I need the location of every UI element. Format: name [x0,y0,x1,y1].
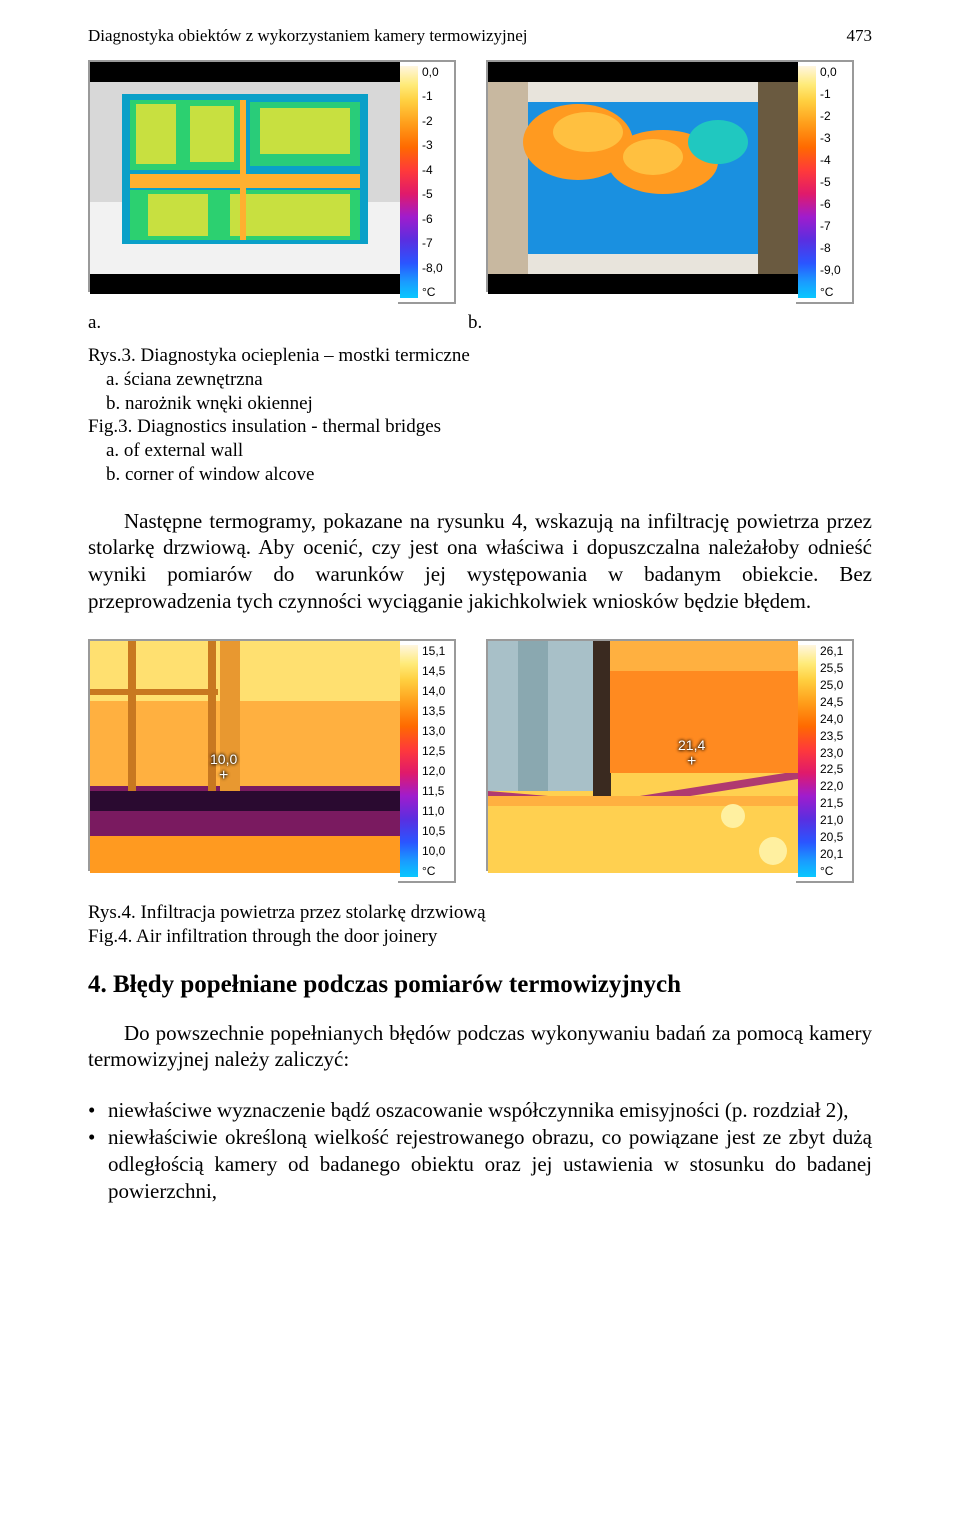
caption-fig3-b: b. corner of window alcove [88,463,872,487]
colorbar-ticks-fig4a: 15,1 14,5 14,0 13,5 13,0 12,5 12,0 11,5 11,0 10,5… [418,645,452,877]
colorbar-fig3b [798,66,816,298]
thermogram-fig3a [90,62,400,294]
fig3-panel-a: 0,0 -1 -2 -3 -4 -5 -6 -7 -8,0 °C [88,60,456,304]
colorbar-tick: 0,0 [820,66,850,78]
colorbar-tick: -5 [422,188,452,200]
caption-rys4: Rys.4. Infiltracja powietrza przez stola… [88,901,872,925]
colorbar-fig4a [400,645,418,877]
colorbar-tick: 10,5 [422,825,452,837]
colorbar-tick: 12,5 [422,745,452,757]
running-title: Diagnostyka obiektów z wykorzystaniem ka… [88,26,528,46]
colorbar-tick: 15,1 [422,645,452,657]
colorbar-ticks-fig3b: 0,0 -1 -2 -3 -4 -5 -6 -7 -8 -9,0 °C [816,66,850,298]
colorbar-tick: 22,0 [820,780,850,792]
colorbar-tick: -1 [820,88,850,100]
colorbar-unit: °C [422,286,452,298]
paragraph-1: Następne termogramy, pokazane na rysunku… [88,508,872,616]
colorbar-tick: -7 [820,220,850,232]
figure-4-row: 10,0+ 15,1 14,5 14,0 13,5 13,0 12,5 12,0 11,5 11… [88,639,872,883]
caption-rys3: Rys.3. Diagnostyka ocieplenia – mostki t… [88,344,872,368]
fig4-panel-b: 21,4+ 26,1 25,5 25,0 24,5 24,0 23,5 23,0 22,5 22… [486,639,854,883]
colorbar-tick: 24,5 [820,696,850,708]
caption-fig3-a: a. of external wall [88,439,872,463]
colorbar-tick: -1 [422,90,452,102]
colorbar-unit: °C [422,865,452,877]
colorbar-tick: 20,5 [820,831,850,843]
thermogram-fig4b [488,641,798,873]
colorbar-unit: °C [820,286,850,298]
colorbar-tick: 23,5 [820,730,850,742]
spot-reading-fig4b: 21,4+ [678,737,705,769]
colorbar-tick: 10,0 [422,845,452,857]
error-bullet-list: niewłaściwe wyznaczenie bądź oszacowanie… [88,1097,872,1205]
colorbar-tick: 11,5 [422,785,452,797]
colorbar-tick: -9,0 [820,264,850,276]
colorbar-tick: 22,5 [820,763,850,775]
colorbar-tick: 25,0 [820,679,850,691]
caption-fig4-en: Fig.4. Air infiltration through the door… [88,925,872,949]
colorbar-tick: -8,0 [422,262,452,274]
colorbar-tick: -6 [422,213,452,225]
colorbar-unit: °C [820,865,850,877]
colorbar-tick: 14,5 [422,665,452,677]
colorbar-tick: 21,5 [820,797,850,809]
colorbar-tick: -4 [820,154,850,166]
section-heading-4: 4. Błędy popełniane podczas pomiarów ter… [88,971,872,999]
thermogram-fig3b [488,62,798,294]
error-bullet-item: niewłaściwie określoną wielkość rejestro… [108,1124,872,1205]
colorbar-tick: 23,0 [820,747,850,759]
caption-fig4: Rys.4. Infiltracja powietrza przez stola… [88,901,872,949]
colorbar-tick: 13,5 [422,705,452,717]
colorbar-tick: 25,5 [820,662,850,674]
fig3-label-b: b. [468,312,482,334]
colorbar-fig3a [400,66,418,298]
colorbar-tick: 13,0 [422,725,452,737]
colorbar-tick: 12,0 [422,765,452,777]
colorbar-tick: 21,0 [820,814,850,826]
colorbar-tick: 11,0 [422,805,452,817]
colorbar-tick: -4 [422,164,452,176]
colorbar-tick: 14,0 [422,685,452,697]
colorbar-ticks-fig3a: 0,0 -1 -2 -3 -4 -5 -6 -7 -8,0 °C [418,66,452,298]
colorbar-tick: 0,0 [422,66,452,78]
caption-fig3: Rys.3. Diagnostyka ocieplenia – mostki t… [88,344,872,487]
fig4-panel-a: 10,0+ 15,1 14,5 14,0 13,5 13,0 12,5 12,0 11,5 11… [88,639,456,883]
colorbar-tick: -6 [820,198,850,210]
caption-fig3-en: Fig.3. Diagnostics insulation - thermal … [88,415,872,439]
caption-rys3-a: a. ściana zewnętrzna [88,368,872,392]
fig3-label-a: a. [88,312,468,334]
page-number: 473 [847,26,873,46]
paragraph-2: Do powszechnie popełnianych błędów podcz… [88,1020,872,1074]
colorbar-tick: -3 [422,139,452,151]
colorbar-tick: -3 [820,132,850,144]
colorbar-ticks-fig4b: 26,1 25,5 25,0 24,5 24,0 23,5 23,0 22,5 22,0 21,5… [816,645,850,877]
colorbar-tick: 20,1 [820,848,850,860]
colorbar-fig4b [798,645,816,877]
figure-3-row: 0,0 -1 -2 -3 -4 -5 -6 -7 -8,0 °C [88,60,872,304]
fig3-panel-b: 0,0 -1 -2 -3 -4 -5 -6 -7 -8 -9,0 °C [486,60,854,304]
colorbar-tick: -8 [820,242,850,254]
colorbar-tick: -7 [422,237,452,249]
error-bullet-item: niewłaściwe wyznaczenie bądź oszacowanie… [108,1097,872,1124]
colorbar-tick: 24,0 [820,713,850,725]
thermogram-fig4a [90,641,400,873]
colorbar-tick: -2 [820,110,850,122]
colorbar-tick: -5 [820,176,850,188]
colorbar-tick: 26,1 [820,645,850,657]
colorbar-tick: -2 [422,115,452,127]
fig3-ab-labels: a. b. [88,312,872,334]
caption-rys3-b: b. narożnik wnęki okiennej [88,392,872,416]
spot-reading-fig4a: 10,0+ [210,751,237,783]
